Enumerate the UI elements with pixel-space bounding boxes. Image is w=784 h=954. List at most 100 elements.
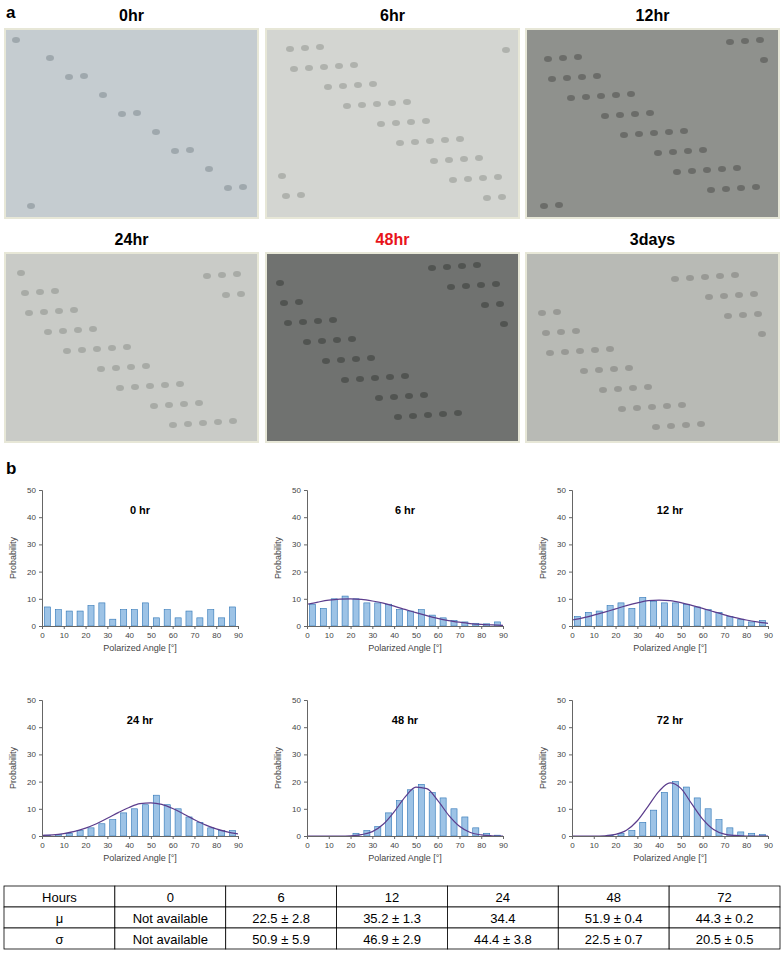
histogram-bar [386, 604, 392, 626]
tick-label: 40 [125, 631, 134, 640]
tick-label: 20 [557, 568, 566, 577]
cell-nucleus [464, 176, 472, 182]
histogram-bar [153, 795, 159, 836]
x-axis: 0102030405060708090 [305, 836, 508, 850]
tick-label: 0 [32, 622, 37, 631]
tick-label: 90 [234, 841, 243, 850]
cell-nucleus [631, 111, 639, 117]
tick-mark [39, 544, 42, 545]
tick-label: 10 [590, 631, 599, 640]
tick-label: 20 [612, 631, 621, 640]
tick: 20 [82, 836, 91, 850]
tick-mark [746, 836, 747, 839]
cell-nucleus [697, 421, 705, 427]
histogram-bar [219, 618, 225, 626]
axis-title: Probability [8, 536, 18, 579]
cell-nucleus [716, 273, 724, 279]
tick-mark [304, 544, 307, 545]
fit-curve [42, 803, 238, 836]
micrograph-title: 3days [630, 231, 675, 248]
cell-nucleus [290, 66, 298, 72]
cell-nucleus [699, 147, 707, 153]
cell-nucleus [544, 56, 552, 62]
cell-nucleus [620, 132, 628, 138]
tick-label: 30 [27, 750, 36, 759]
histogram-bar [407, 790, 413, 836]
tick-label: 10 [292, 805, 301, 814]
cell-nucleus [650, 130, 658, 136]
cell-nucleus [606, 346, 614, 352]
axis-line [308, 627, 504, 630]
cell-nucleus [108, 345, 116, 351]
cell-nucleus [390, 394, 398, 400]
micrograph [265, 28, 520, 219]
tick-label: 70 [720, 631, 729, 640]
table-text: 35.2 ± 1.3 [363, 911, 421, 926]
table-cell [115, 928, 226, 949]
micrograph-image [527, 254, 778, 441]
histogram-bar [186, 611, 192, 626]
tick: 50 [27, 696, 42, 705]
tick-label: 30 [633, 841, 642, 850]
cell-nucleus [572, 328, 580, 334]
micrograph-title: 24hr [115, 231, 149, 248]
table-cell [226, 928, 337, 949]
cell-nucleus [146, 383, 154, 389]
tick-label: 20 [27, 778, 36, 787]
axis-title: Polarized Angle [°] [633, 853, 707, 863]
table-text: 20.5 ± 0.5 [696, 932, 754, 947]
cell-nucleus [237, 291, 245, 297]
table-cell [115, 907, 226, 928]
histogram-bar [462, 817, 468, 836]
tick-label: 50 [557, 486, 566, 495]
cell-nucleus [348, 336, 356, 342]
micrograph-frame [4, 28, 259, 219]
tick-label: 30 [368, 631, 377, 640]
cell-nucleus [460, 156, 468, 162]
tick-mark [569, 700, 572, 701]
table-text: Not available [133, 932, 208, 947]
tick-label: 40 [557, 513, 566, 522]
tick-mark [238, 626, 239, 629]
tick-mark [151, 626, 152, 629]
histogram-bar [230, 607, 236, 626]
cell-nucleus [752, 184, 760, 190]
tick-label: 50 [412, 631, 421, 640]
cell-nucleus [720, 293, 728, 299]
cell-nucleus [343, 103, 351, 109]
histogram-bar [418, 610, 424, 626]
tick-mark [86, 626, 87, 629]
cell-nucleus [335, 63, 343, 69]
cell-nucleus [750, 291, 758, 297]
tick-mark [151, 836, 152, 839]
table-cell [4, 928, 115, 949]
cell-nucleus [726, 39, 734, 45]
cell-nucleus [27, 203, 35, 209]
tick-label: 10 [27, 595, 36, 604]
micrograph-frame [525, 252, 780, 443]
tick-mark [594, 836, 595, 839]
cell-nucleus [553, 309, 561, 315]
tick-label: 40 [292, 513, 301, 522]
cell-nucleus [97, 366, 105, 372]
histogram-bar [375, 603, 381, 626]
tick-mark [569, 490, 572, 491]
cell-nucleus [40, 309, 48, 315]
cell-nucleus [358, 102, 366, 108]
tick-mark [681, 836, 682, 839]
tick-mark [304, 572, 307, 573]
histogram-bar [407, 611, 413, 626]
tick: 90 [499, 836, 508, 850]
cell-nucleus [371, 375, 379, 381]
tick-mark [459, 836, 460, 839]
cell-nucleus [548, 76, 556, 82]
micrograph-image [267, 30, 518, 217]
table-text: 22.5 ± 0.7 [585, 932, 643, 947]
cell-nucleus [654, 150, 662, 156]
histogram-bar [585, 612, 591, 626]
tick: 70 [455, 836, 464, 850]
tick-label: 0 [305, 841, 310, 850]
cell-nucleus [284, 320, 292, 326]
histogram-bar [320, 608, 326, 626]
table-text: σ [55, 932, 63, 947]
